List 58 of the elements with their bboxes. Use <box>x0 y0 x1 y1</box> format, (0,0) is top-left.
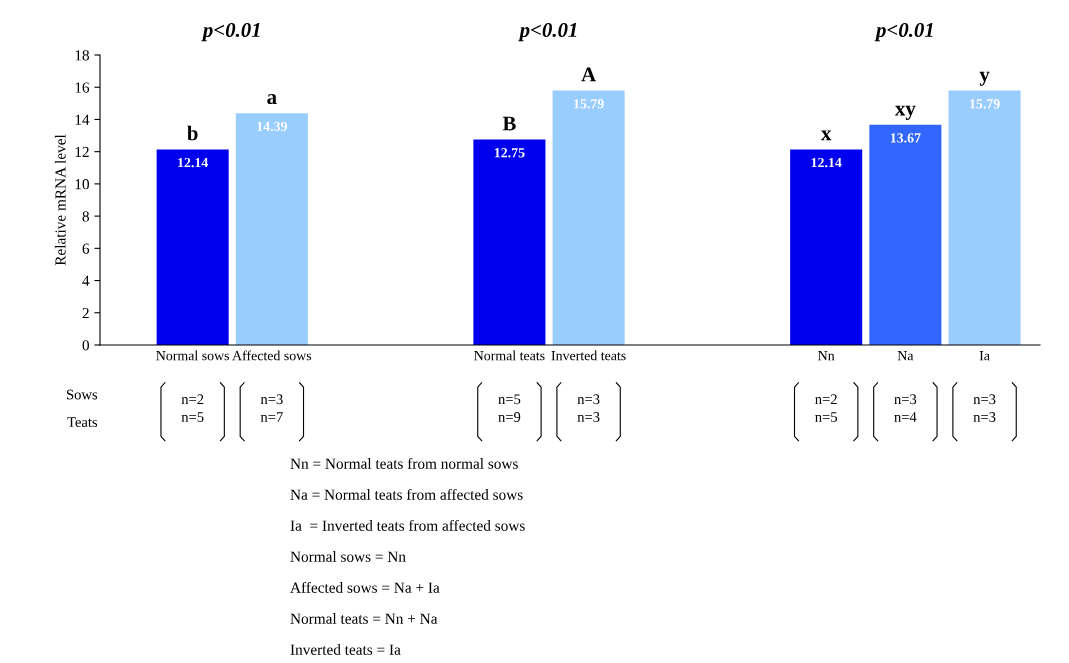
text: n=3 n=3 <box>973 394 996 422</box>
annotation: A <box>581 67 596 82</box>
bar <box>156 149 229 345</box>
text: p<0.01 <box>201 22 260 42</box>
annotation: a <box>267 94 277 105</box>
text: Inverted teats = Ia <box>290 644 401 655</box>
annotation: xy <box>895 105 916 120</box>
bar <box>948 90 1021 345</box>
y-tick-label: 4 <box>82 275 90 286</box>
y-axis-title: Relative mRNA level <box>54 134 66 266</box>
annotation: x <box>821 130 832 141</box>
data-label: 13.67 <box>890 133 921 143</box>
text: Normal teats = Nn + Na <box>290 613 438 624</box>
x-tick-label: Normal teats <box>474 350 545 361</box>
text: Nn = Normal teats from normal sows <box>290 457 518 469</box>
text: n=5 n=9 <box>498 394 521 422</box>
text: p<0.01 <box>874 22 933 42</box>
x-tick-label: Inverted teats <box>551 350 626 361</box>
text: n=3 n=3 <box>577 394 600 422</box>
y-tick-label: 8 <box>82 211 89 222</box>
annotation: B <box>502 116 516 131</box>
y-tick-label: 6 <box>82 243 90 254</box>
text: Affected sows = Na + Ia <box>290 581 440 593</box>
data-label: 14.39 <box>257 121 287 132</box>
x-tick-label: Nn <box>818 351 835 361</box>
annotation: b <box>187 125 198 141</box>
y-tick-label: 2 <box>82 307 89 319</box>
data-label: 12.75 <box>494 148 525 158</box>
bar <box>869 124 942 345</box>
text: n=3 n=7 <box>260 394 283 422</box>
x-tick-label: Ia <box>979 351 990 361</box>
y-tick-label: 16 <box>75 82 90 93</box>
data-label: 12.14 <box>811 157 842 168</box>
x-tick-label: Na <box>897 351 914 361</box>
text: Ia = Inverted teats from affected sows <box>290 519 525 531</box>
y-tick-label: 10 <box>75 179 89 190</box>
data-label: 12.14 <box>178 157 209 168</box>
text: n=3 n=4 <box>894 394 917 422</box>
text: n=2 n=5 <box>181 394 204 422</box>
annotation: y <box>979 71 990 86</box>
text: Normal sows = Nn <box>290 551 406 562</box>
bar <box>473 139 546 345</box>
text: p<0.01 <box>518 22 577 42</box>
data-label: 15.79 <box>574 99 604 109</box>
text: Na = Normal teats from affected sows <box>290 488 523 500</box>
text: Teats <box>67 417 98 427</box>
y-tick-label: 12 <box>75 146 89 157</box>
text: Sows <box>66 389 98 400</box>
text: n=2 n=5 <box>815 394 838 422</box>
y-tick-label: 0 <box>82 340 89 351</box>
x-tick-label: Affected sows <box>232 350 312 361</box>
y-tick-label: 14 <box>75 114 90 125</box>
bar <box>235 113 308 345</box>
bar <box>552 90 625 345</box>
bar <box>790 149 863 345</box>
y-tick-label: 18 <box>75 50 89 61</box>
x-tick-label: Normal sows <box>156 350 229 361</box>
data-label: 15.79 <box>970 99 1000 109</box>
